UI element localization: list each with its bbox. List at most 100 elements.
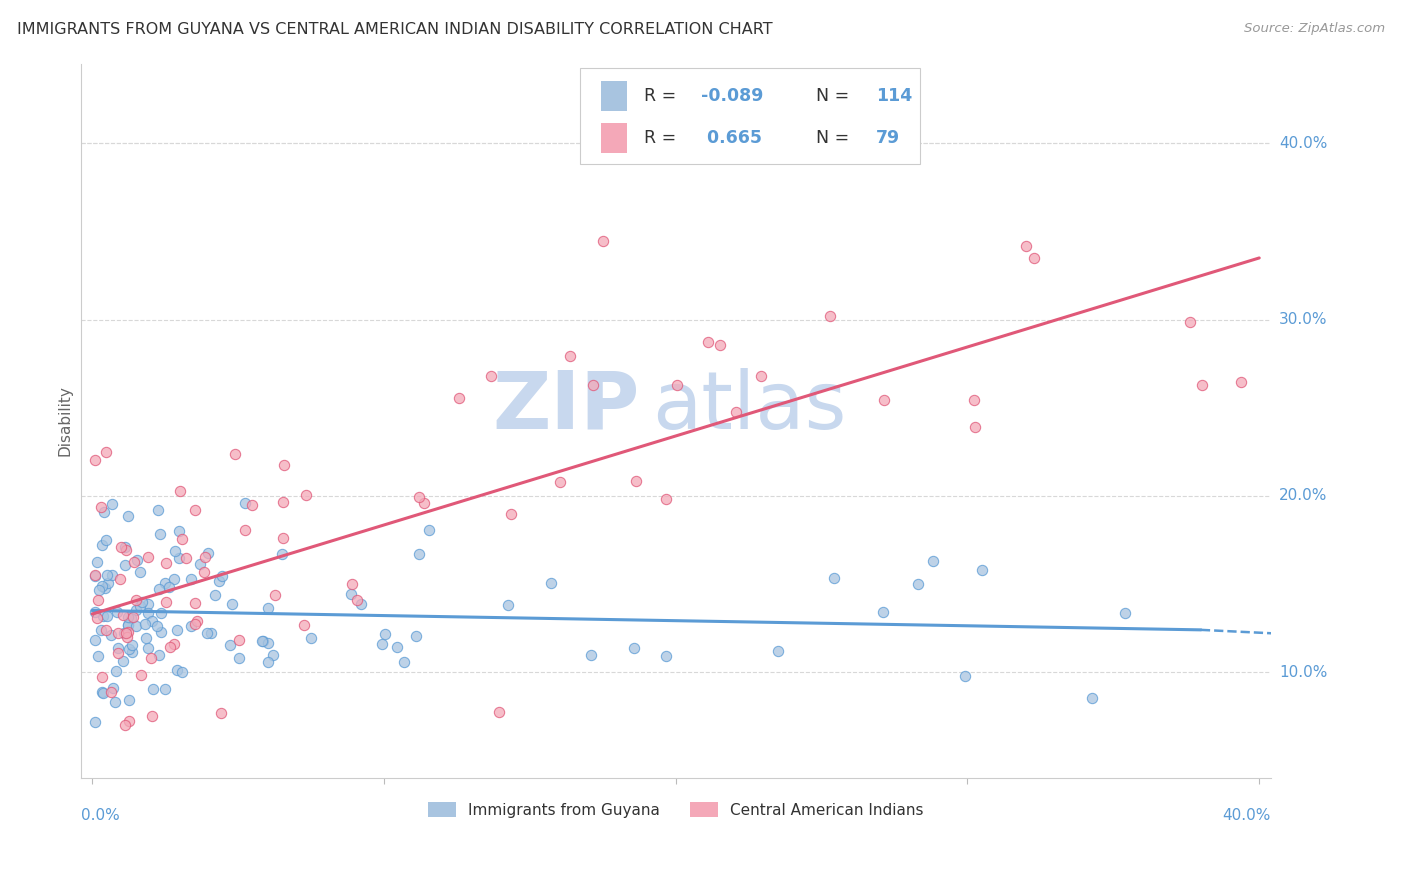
- Point: [94, 624, 117, 638]
- FancyBboxPatch shape: [600, 81, 627, 112]
- Point: [654, 649, 676, 664]
- Point: [91, 685, 114, 699]
- Point: [339, 586, 361, 600]
- Point: [548, 475, 571, 490]
- Point: [110, 540, 132, 554]
- Point: [186, 615, 208, 629]
- Point: [449, 391, 471, 405]
- Point: [350, 597, 373, 611]
- Point: [111, 607, 134, 622]
- Point: [89, 582, 111, 597]
- Y-axis label: Disability: Disability: [58, 385, 72, 457]
- Point: [624, 475, 647, 489]
- Point: [592, 234, 614, 248]
- Point: [105, 664, 128, 678]
- Point: [84, 568, 107, 582]
- Text: -0.089: -0.089: [700, 87, 763, 105]
- Point: [221, 597, 243, 611]
- Point: [163, 544, 186, 558]
- Point: [148, 648, 170, 662]
- Point: [228, 651, 250, 665]
- Point: [405, 629, 427, 643]
- Point: [135, 631, 157, 645]
- Point: [1081, 690, 1104, 705]
- Text: R =: R =: [644, 129, 682, 147]
- Point: [84, 452, 107, 467]
- Point: [240, 499, 263, 513]
- Text: 40.0%: 40.0%: [1223, 808, 1271, 823]
- Point: [115, 630, 138, 644]
- Point: [193, 549, 215, 564]
- Point: [111, 655, 134, 669]
- Point: [392, 655, 415, 669]
- Point: [169, 524, 191, 539]
- Point: [183, 596, 205, 610]
- Point: [115, 543, 138, 558]
- Point: [90, 623, 112, 637]
- Point: [101, 681, 124, 696]
- Point: [163, 637, 186, 651]
- Point: [709, 338, 731, 352]
- Point: [117, 509, 139, 524]
- Point: [90, 500, 112, 515]
- Point: [122, 555, 145, 569]
- Point: [174, 550, 197, 565]
- Point: [136, 550, 159, 565]
- Point: [114, 558, 136, 573]
- Point: [91, 609, 114, 624]
- Point: [970, 563, 993, 577]
- Point: [208, 574, 231, 589]
- Point: [91, 579, 114, 593]
- FancyBboxPatch shape: [600, 123, 627, 153]
- Text: 0.0%: 0.0%: [80, 808, 120, 823]
- Point: [1114, 607, 1136, 621]
- Point: [100, 684, 122, 698]
- Point: [1230, 375, 1253, 389]
- Point: [479, 369, 502, 384]
- Point: [101, 497, 124, 511]
- Point: [257, 655, 280, 669]
- Point: [749, 369, 772, 384]
- Point: [922, 554, 945, 568]
- Text: atlas: atlas: [652, 368, 846, 446]
- Point: [125, 552, 148, 566]
- Text: 114: 114: [876, 87, 912, 105]
- Point: [96, 609, 118, 624]
- Point: [184, 502, 207, 516]
- Text: N =: N =: [815, 129, 855, 147]
- Point: [655, 491, 678, 506]
- Point: [193, 565, 215, 579]
- Point: [136, 597, 159, 611]
- Point: [197, 546, 219, 560]
- Point: [342, 577, 364, 591]
- Point: [558, 349, 581, 363]
- Point: [93, 505, 115, 519]
- Point: [157, 580, 180, 594]
- Point: [623, 640, 645, 655]
- Point: [121, 638, 143, 652]
- Point: [125, 603, 148, 617]
- Point: [872, 605, 894, 619]
- Point: [211, 569, 233, 583]
- Point: [299, 631, 322, 645]
- Text: ZIP: ZIP: [492, 368, 640, 446]
- Point: [170, 665, 193, 680]
- Point: [118, 714, 141, 729]
- Point: [149, 624, 172, 639]
- Point: [117, 693, 139, 707]
- Point: [540, 575, 562, 590]
- Point: [408, 490, 430, 504]
- Point: [963, 392, 986, 407]
- Point: [219, 638, 242, 652]
- Point: [294, 488, 316, 502]
- Point: [94, 581, 117, 595]
- Point: [725, 405, 748, 419]
- Point: [183, 616, 205, 631]
- Point: [262, 648, 284, 662]
- Text: 20.0%: 20.0%: [1279, 489, 1327, 503]
- Point: [1015, 239, 1038, 253]
- Point: [148, 582, 170, 596]
- Point: [136, 606, 159, 620]
- Point: [153, 575, 176, 590]
- Point: [141, 709, 163, 723]
